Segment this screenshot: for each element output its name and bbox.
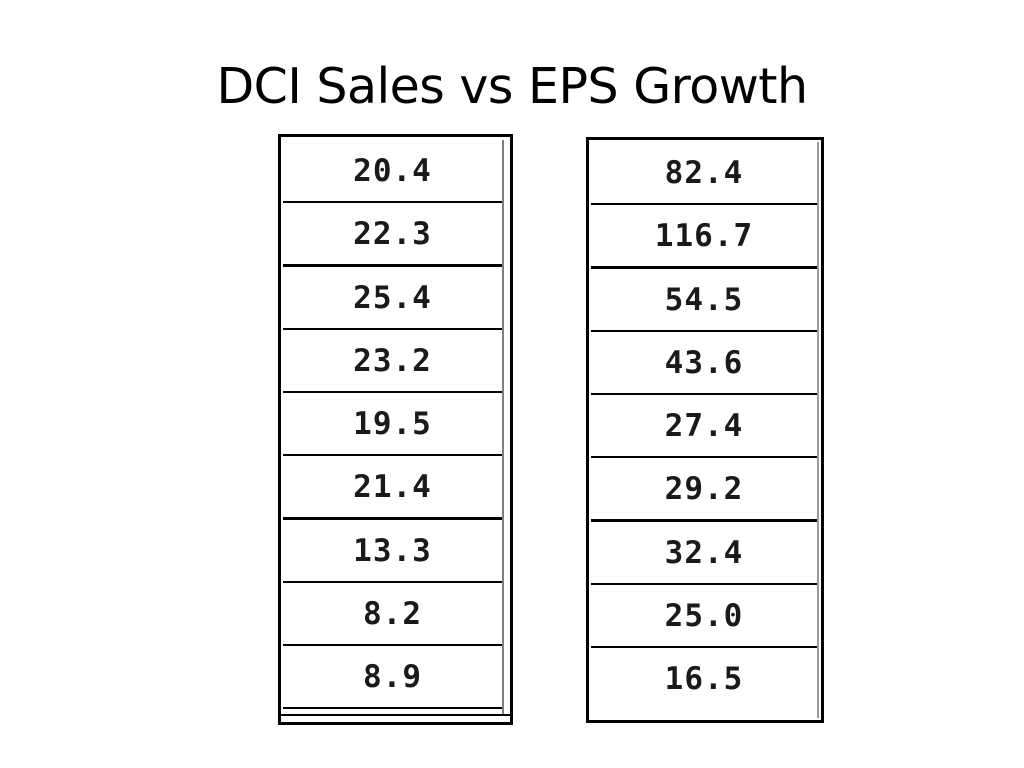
sales-growth-cell: 23.2 [283,330,502,393]
column-bottom-rule [281,714,510,719]
sales-growth-cell: 21.4 [283,456,502,520]
eps-growth-cell: 25.0 [591,585,817,648]
sales-growth-column: 20.4 22.3 25.4 23.2 19.5 21.4 13.3 8.2 8… [278,134,513,725]
sales-growth-cell: 19.5 [283,393,502,456]
sales-growth-cell: 20.4 [283,140,502,203]
eps-growth-cells: 82.4 116.7 54.5 43.6 27.4 29.2 32.4 25.0… [591,142,819,718]
sales-growth-cell: 25.4 [283,267,502,330]
eps-growth-cell: 29.2 [591,458,817,522]
eps-growth-cell: 54.5 [591,269,817,332]
sales-growth-cell: 8.9 [283,646,502,709]
eps-growth-cell: 32.4 [591,522,817,585]
slide-title: DCI Sales vs EPS Growth [216,58,808,115]
eps-growth-cell: 27.4 [591,395,817,458]
eps-growth-cell: 82.4 [591,142,817,205]
sales-growth-cell: 8.2 [283,583,502,646]
sales-growth-cell: 22.3 [283,203,502,267]
eps-growth-cell: 43.6 [591,332,817,395]
sales-growth-cells: 20.4 22.3 25.4 23.2 19.5 21.4 13.3 8.2 8… [283,140,504,716]
eps-growth-cell: 116.7 [591,205,817,269]
sales-growth-cell: 13.3 [283,520,502,583]
eps-growth-column: 82.4 116.7 54.5 43.6 27.4 29.2 32.4 25.0… [586,137,824,723]
eps-growth-cell: 16.5 [664,660,744,697]
